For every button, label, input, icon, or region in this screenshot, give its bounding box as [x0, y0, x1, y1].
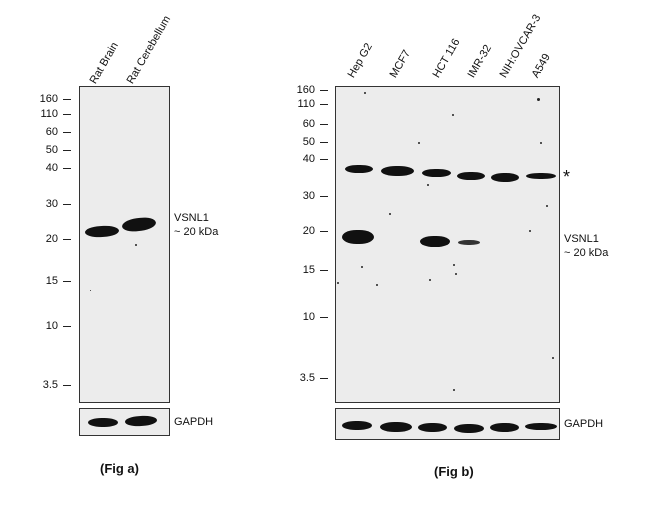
fig-b-band-gapdh-mcf7: [380, 422, 412, 432]
fig-b-mw-tick: [320, 104, 328, 105]
fig-b-band-gapdh-imr32: [454, 424, 484, 433]
fig-b-band-upper-hepg2: [345, 165, 373, 173]
fig-b-target-label: VSNL1: [564, 233, 599, 245]
fig-b-band-upper-hct116: [422, 169, 451, 177]
fig-b-lane-label: Hep G2: [345, 41, 375, 80]
fig-b-mw-marker: 50: [302, 136, 315, 148]
fig-b-band-vsnl1-hct116: [420, 236, 450, 247]
fig-a-lane-label: Rat Brain: [87, 40, 121, 86]
fig-a-band-gapdh-brain: [88, 418, 118, 427]
fig-b-speck: [453, 389, 455, 391]
fig-a-mw-tick: [63, 385, 71, 386]
fig-b-target-size: ~ 20 kDa: [564, 247, 609, 259]
fig-b-mw-marker: 110: [297, 98, 315, 110]
fig-a-band-vsnl1-brain: [84, 225, 120, 238]
fig-b-mw-marker: 60: [302, 118, 315, 130]
fig-b-mw-marker: 3.5: [299, 372, 315, 384]
fig-a-loading-label: GAPDH: [174, 416, 214, 428]
fig-b-mw-tick: [320, 159, 328, 160]
fig-a-gapdh-blot: [79, 408, 170, 436]
fig-a-lane-label: Rat Cerebellum: [124, 13, 174, 87]
fig-b-speck: [529, 230, 531, 232]
fig-b-mw-tick: [320, 270, 328, 271]
fig-b-mw-marker: 20: [302, 225, 315, 237]
fig-b-mw-tick: [320, 231, 328, 232]
fig-b-speck: [376, 284, 378, 286]
fig-b-speck: [361, 266, 363, 268]
fig-b-mw-tick: [320, 142, 328, 143]
fig-a-mw-marker: 3.5: [42, 379, 58, 391]
fig-a-mw-marker: 60: [45, 126, 58, 138]
fig-b-speck: [427, 184, 429, 186]
fig-b-speck: [337, 282, 339, 284]
fig-a-mw-marker: 110: [40, 108, 58, 120]
fig-a-main-blot: [79, 86, 170, 403]
fig-b-mw-tick: [320, 90, 328, 91]
fig-a-speck: [90, 290, 91, 291]
fig-a-mw-tick: [63, 114, 71, 115]
fig-b-speck: [429, 279, 431, 281]
fig-b-speck: [364, 92, 366, 94]
fig-b-band-gapdh-a549: [525, 423, 557, 430]
fig-b-lane-label: IMR-32: [465, 42, 495, 80]
fig-a-mw-tick: [63, 99, 71, 100]
fig-b-mw-marker: 30: [302, 190, 315, 202]
fig-a-mw-tick: [63, 132, 71, 133]
fig-a-mw-marker: 50: [45, 144, 58, 156]
fig-b-lane-label: A549: [529, 51, 553, 80]
fig-b-speck: [552, 357, 554, 359]
fig-a-speck: [135, 244, 137, 246]
fig-a-band-vsnl1-cerebellum: [121, 215, 157, 234]
fig-a-target-label: VSNL1: [174, 212, 209, 224]
fig-b-speck: [418, 142, 420, 144]
fig-b-band-vsnl1-imr32: [458, 240, 480, 245]
fig-b-speck: [537, 98, 540, 101]
fig-b-mw-marker: 10: [302, 311, 315, 323]
fig-b-mw-marker: 15: [302, 264, 315, 276]
fig-b-band-gapdh-hct116: [418, 423, 447, 432]
fig-b-mw-marker: 160: [296, 84, 315, 96]
fig-b-band-upper-mcf7: [381, 166, 414, 176]
fig-a-mw-tick: [63, 168, 71, 169]
fig-b-band-gapdh-hepg2: [342, 421, 372, 430]
fig-b-speck: [546, 205, 548, 207]
fig-b-band-upper-ovcar3: [491, 173, 519, 182]
fig-a-band-gapdh-cerebellum: [124, 415, 158, 427]
fig-b-band-upper-a549: [526, 173, 556, 179]
fig-a-mw-marker: 40: [45, 162, 58, 174]
fig-b-band-upper-imr32: [457, 172, 485, 180]
fig-b-band-gapdh-ovcar3: [490, 423, 519, 432]
fig-a-mw-marker: 160: [39, 93, 58, 105]
fig-b-asterisk: *: [563, 167, 571, 187]
fig-b-lane-label: HCT 116: [430, 36, 463, 80]
fig-b-mw-tick: [320, 124, 328, 125]
fig-b-mw-tick: [320, 196, 328, 197]
fig-b-speck: [455, 273, 457, 275]
fig-b-speck: [540, 142, 542, 144]
fig-b-speck: [389, 213, 391, 215]
fig-a-target-size: ~ 20 kDa: [174, 226, 219, 238]
fig-b-speck: [452, 114, 454, 116]
fig-b-loading-label: GAPDH: [564, 418, 604, 430]
fig-a-mw-marker: 20: [45, 233, 58, 245]
fig-b-mw-tick: [320, 378, 328, 379]
fig-a-mw-tick: [63, 326, 71, 327]
fig-b-mw-marker: 40: [302, 153, 315, 165]
fig-a-mw-marker: 15: [45, 275, 58, 287]
fig-b-main-blot: [335, 86, 560, 403]
fig-a-caption: (Fig a): [100, 461, 139, 476]
fig-b-band-vsnl1-hepg2: [342, 230, 374, 244]
fig-b-mw-tick: [320, 317, 328, 318]
fig-b-gapdh-blot: [335, 408, 560, 440]
fig-a-mw-marker: 10: [45, 320, 58, 332]
fig-a-mw-tick: [63, 239, 71, 240]
fig-a-mw-tick: [63, 204, 71, 205]
fig-b-caption: (Fig b): [434, 464, 474, 479]
fig-a-mw-marker: 30: [45, 198, 58, 210]
fig-b-lane-label: MCF7: [387, 48, 413, 80]
fig-b-speck: [453, 264, 455, 266]
fig-a-mw-tick: [63, 150, 71, 151]
fig-a-mw-tick: [63, 281, 71, 282]
